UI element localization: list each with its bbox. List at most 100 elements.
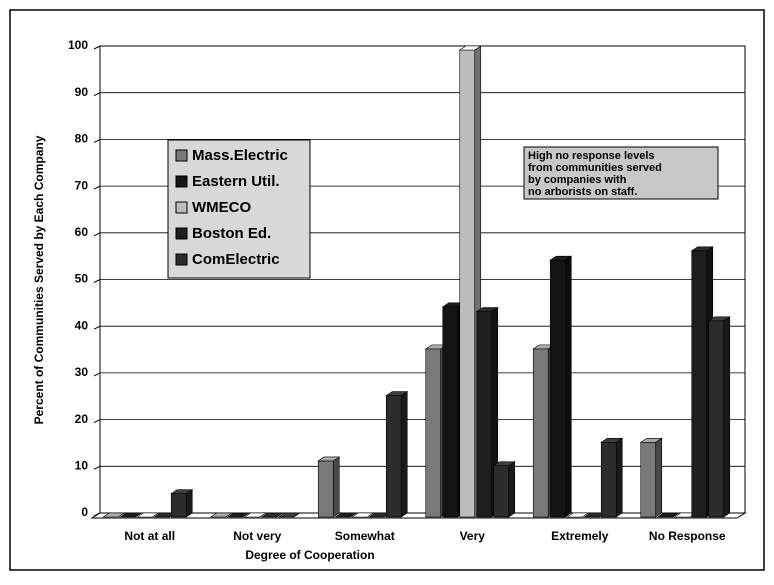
bar-top xyxy=(226,512,250,518)
legend-swatch xyxy=(175,253,188,266)
bar-front xyxy=(442,306,459,518)
bar-front xyxy=(640,441,657,518)
y-tick-label: 40 xyxy=(75,318,89,332)
bar xyxy=(209,512,233,518)
bar-side xyxy=(655,437,663,518)
bar xyxy=(492,461,516,518)
bar-top xyxy=(707,316,731,322)
bar-side xyxy=(332,456,340,518)
bar-top xyxy=(102,512,126,518)
bar-top xyxy=(566,512,590,518)
legend-swatch xyxy=(175,149,188,162)
legend-swatch xyxy=(175,227,188,240)
bar-front xyxy=(549,259,566,518)
y-tick-label: 20 xyxy=(75,412,89,426)
bar xyxy=(566,512,590,518)
y-axis-label: Percent of Communities Served by Each Co… xyxy=(32,135,46,424)
x-tick-label: Somewhat xyxy=(335,529,395,543)
annotation-line: no arborists on staff. xyxy=(528,186,637,198)
bar-top xyxy=(458,45,482,51)
bar-front xyxy=(493,465,510,518)
bar-top xyxy=(334,512,358,518)
legend-label: ComElectric xyxy=(192,251,280,268)
legend-label: Boston Ed. xyxy=(192,225,271,242)
y-tick xyxy=(93,45,101,50)
legend-label: WMECO xyxy=(192,199,251,216)
annotation-line: by companies with xyxy=(528,174,627,186)
bar xyxy=(243,512,267,518)
y-tick xyxy=(93,419,101,424)
bar-top xyxy=(600,437,624,443)
bar-front xyxy=(385,395,402,518)
bar-side xyxy=(185,489,193,518)
bar-top xyxy=(549,255,573,261)
y-tick-label: 90 xyxy=(75,85,89,99)
annotation-line: from communities served xyxy=(528,162,662,174)
bar-top xyxy=(136,512,160,518)
bar-top xyxy=(277,512,301,518)
bar-top xyxy=(260,512,284,518)
bar xyxy=(226,512,250,518)
x-axis-label: Degree of Cooperation xyxy=(245,548,374,562)
legend-label: Mass.Electric xyxy=(192,147,288,164)
annotation-box xyxy=(523,146,719,200)
y-tick-label: 60 xyxy=(75,225,89,239)
y-tick xyxy=(93,325,101,330)
bar xyxy=(707,316,731,518)
annotation-line: High no response levels xyxy=(528,150,655,162)
bar-top xyxy=(639,437,663,443)
bar xyxy=(639,437,663,518)
bar-front xyxy=(459,49,476,518)
y-tick-label: 0 xyxy=(81,505,88,519)
bar xyxy=(136,512,160,518)
x-tick-label: Extremely xyxy=(551,529,609,543)
bar-side xyxy=(400,391,408,518)
y-tick-label: 70 xyxy=(75,178,89,192)
bar-side xyxy=(615,437,623,518)
y-tick-label: 50 xyxy=(75,272,89,286)
bar-top xyxy=(492,461,516,466)
bar-top xyxy=(385,391,409,396)
y-tick xyxy=(93,185,101,190)
x-tick-label: Not very xyxy=(233,529,281,543)
legend-swatch xyxy=(175,201,188,214)
x-tick-label: No Response xyxy=(649,529,726,543)
y-tick-label: 80 xyxy=(75,132,89,146)
y-tick xyxy=(93,465,101,470)
x-tick-label: Very xyxy=(460,529,486,543)
bar xyxy=(277,512,301,518)
y-tick-label: 30 xyxy=(75,365,89,379)
bar-top xyxy=(317,456,341,462)
bar-front xyxy=(476,311,493,518)
x-tick-label: Not at all xyxy=(124,529,175,543)
bar-top xyxy=(119,512,143,518)
bar-top xyxy=(656,512,680,518)
y-tick-label: 100 xyxy=(68,38,88,52)
bar xyxy=(600,437,624,518)
legend: Mass.Electric Eastern Util. WMECO Boston Ed… xyxy=(167,139,311,279)
bar xyxy=(385,391,409,518)
bar xyxy=(317,456,341,518)
bar xyxy=(102,512,126,518)
bar-side xyxy=(508,461,516,518)
legend-box xyxy=(167,139,311,279)
bar-top xyxy=(351,512,375,518)
y-tick xyxy=(93,138,101,143)
bar-front xyxy=(708,320,725,518)
legend-label: Eastern Util. xyxy=(192,173,280,190)
bar-top xyxy=(170,489,194,494)
bar-top xyxy=(209,512,233,518)
bar-front xyxy=(317,460,334,518)
y-tick xyxy=(93,232,101,237)
bar xyxy=(475,306,499,518)
y-tick xyxy=(93,279,101,283)
y-tick-label: 10 xyxy=(75,458,89,472)
bar-top xyxy=(243,512,267,518)
y-tick xyxy=(93,372,101,377)
bar xyxy=(260,512,284,518)
bar-front xyxy=(691,250,708,518)
bar xyxy=(119,512,143,518)
bar-front xyxy=(170,493,187,518)
